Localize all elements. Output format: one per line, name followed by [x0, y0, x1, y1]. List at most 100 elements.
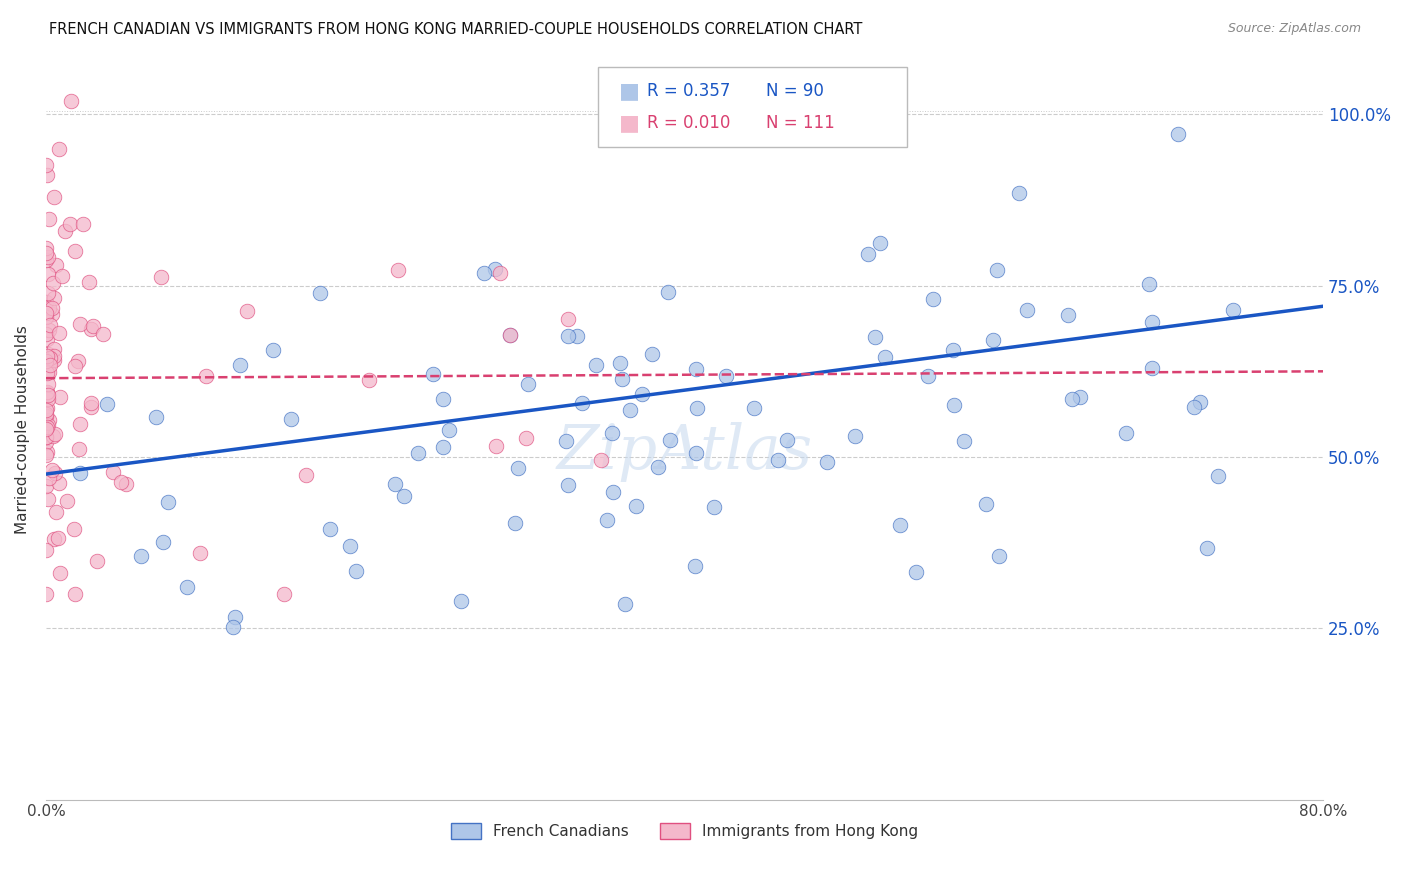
Point — [37, 285, 59, 300]
Point — [943, 398, 966, 412]
Point — [1056, 308, 1078, 322]
Point — [35, 402, 58, 417]
Point — [188, 546, 211, 560]
Text: N = 90: N = 90 — [766, 82, 824, 100]
Point — [35, 419, 58, 434]
Point — [450, 593, 472, 607]
Point — [38, 212, 60, 227]
Point — [35, 422, 58, 436]
Point — [565, 329, 588, 343]
Point — [602, 484, 624, 499]
Point — [69, 466, 91, 480]
Point — [942, 343, 965, 357]
Point — [41, 301, 63, 316]
Point — [557, 328, 579, 343]
Point — [609, 356, 631, 370]
Point — [35, 253, 58, 268]
Text: R = 0.357: R = 0.357 — [647, 82, 730, 100]
Point — [858, 247, 880, 261]
Point — [46, 531, 69, 545]
Point — [776, 433, 799, 447]
Point — [294, 468, 316, 483]
Point — [236, 303, 259, 318]
Point — [904, 565, 927, 579]
Point — [1167, 127, 1189, 141]
Point — [152, 534, 174, 549]
Point — [685, 446, 707, 460]
Point — [422, 368, 444, 382]
Point — [488, 266, 510, 280]
Point — [45, 258, 67, 272]
Point — [1008, 186, 1031, 200]
Point — [38, 471, 60, 485]
Point — [472, 267, 495, 281]
Point — [983, 333, 1005, 347]
Point — [48, 142, 70, 156]
Point — [557, 477, 579, 491]
Point — [685, 362, 707, 376]
Point — [437, 423, 460, 437]
Point — [392, 489, 415, 503]
Point — [194, 369, 217, 384]
Point — [35, 294, 58, 309]
Point — [744, 401, 766, 415]
Point — [42, 349, 65, 363]
Point — [35, 354, 58, 368]
Point — [35, 448, 58, 462]
Point — [273, 587, 295, 601]
Point — [60, 94, 83, 108]
Point — [41, 307, 63, 321]
Point — [80, 395, 103, 409]
Point — [613, 597, 636, 611]
Point — [619, 402, 641, 417]
Point — [37, 419, 59, 434]
Point — [35, 169, 58, 183]
Point — [37, 366, 59, 380]
Point — [631, 387, 654, 401]
Point — [1195, 541, 1218, 555]
Point — [35, 587, 58, 601]
Point — [38, 357, 60, 371]
Point — [921, 293, 943, 307]
Point — [683, 558, 706, 573]
Point — [571, 396, 593, 410]
Point — [35, 420, 58, 434]
Point — [69, 417, 91, 431]
Point — [262, 343, 284, 357]
Point — [42, 276, 65, 290]
Point — [432, 392, 454, 407]
Point — [129, 549, 152, 564]
Point — [35, 479, 58, 493]
Point — [641, 346, 664, 360]
Point — [79, 275, 101, 289]
Point — [408, 446, 430, 460]
Point — [45, 505, 67, 519]
Point — [1140, 315, 1163, 329]
Point — [37, 347, 59, 361]
Point — [38, 323, 60, 337]
Point — [889, 517, 911, 532]
Point — [35, 332, 58, 346]
Point — [72, 217, 94, 231]
Point — [515, 430, 537, 444]
Point — [319, 522, 342, 536]
Point — [600, 426, 623, 441]
Point — [39, 318, 62, 332]
Point — [554, 434, 576, 448]
Point — [35, 355, 58, 369]
Point — [48, 326, 70, 341]
Point — [48, 475, 70, 490]
Point — [35, 158, 58, 172]
Point — [51, 268, 73, 283]
Point — [844, 429, 866, 443]
Point — [499, 327, 522, 342]
Point — [658, 433, 681, 447]
Point — [1069, 390, 1091, 404]
Point — [953, 434, 976, 448]
Point — [103, 465, 125, 479]
Point — [38, 358, 60, 372]
Point — [344, 564, 367, 578]
Point — [35, 407, 58, 421]
Point — [37, 492, 59, 507]
Point — [339, 539, 361, 553]
